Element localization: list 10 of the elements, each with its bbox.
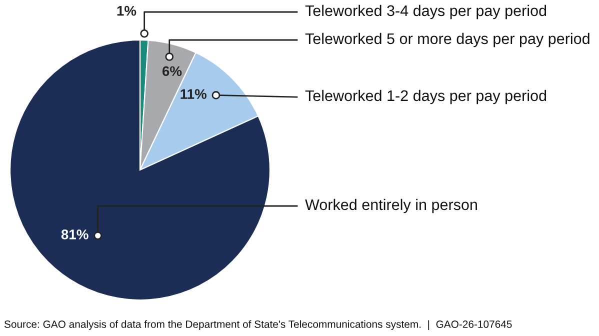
data-label: 11% [180, 89, 207, 99]
source-note: Source: GAO analysis of data from the Department of State's Telecommunications system. | GAO-26-107645 [4, 320, 512, 330]
slice-label: Worked entirely in person [305, 198, 477, 214]
data-label: 81% [61, 230, 88, 240]
data-label: 6% [162, 66, 182, 76]
pie-slice [9, 39, 271, 301]
slice-label: Teleworked 1-2 days per pay period [305, 90, 546, 104]
slice-label: Teleworked 3-4 days per pay period [305, 4, 546, 20]
slice-label: Teleworked 5 or more days per pay period [305, 32, 590, 48]
data-label: 1% [117, 6, 136, 16]
